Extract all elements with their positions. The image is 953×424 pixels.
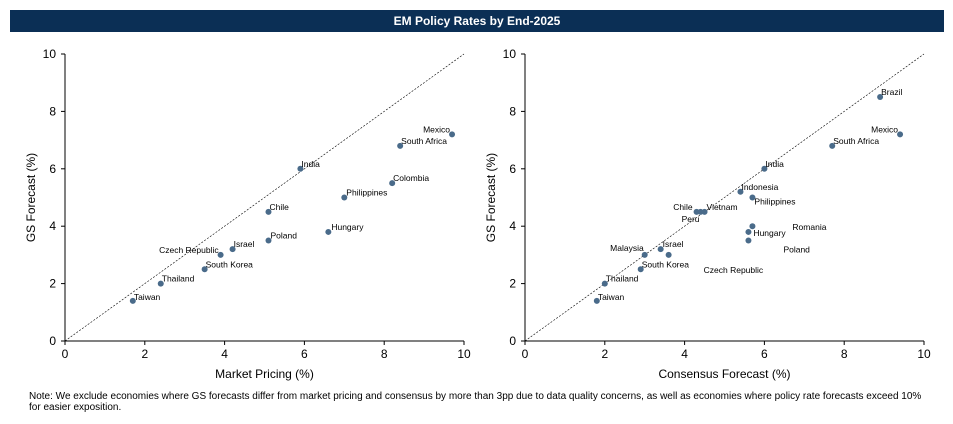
data-point — [745, 237, 752, 244]
data-point — [325, 228, 332, 235]
data-point-label: Peru — [682, 214, 700, 224]
data-point-label: Colombia — [393, 173, 429, 183]
data-point-label: South Korea — [206, 259, 254, 269]
data-point — [749, 194, 756, 201]
data-point-label: Israel — [663, 239, 684, 249]
data-point-label: India — [301, 159, 320, 169]
data-point-label: Poland — [783, 245, 810, 255]
data-point — [641, 251, 648, 258]
data-point-label: Poland — [270, 231, 297, 241]
y-tick-label: 0 — [509, 334, 516, 348]
data-point — [201, 266, 208, 273]
data-point — [129, 297, 136, 304]
x-axis-title: Consensus Forecast (%) — [658, 367, 790, 381]
data-point-label: Czech Republic — [159, 245, 219, 255]
data-point — [341, 194, 348, 201]
data-point — [265, 208, 272, 215]
y-tick-label: 6 — [49, 162, 56, 176]
data-point-label: Mexico — [871, 124, 898, 134]
data-point — [877, 94, 884, 101]
data-point-label: Mexico — [423, 124, 450, 134]
data-point-label: Vietnam — [707, 202, 738, 212]
footnote: Note: We exclude economies where GS fore… — [29, 391, 922, 413]
y-tick-label: 4 — [509, 219, 516, 233]
data-point-label: Philippines — [346, 188, 387, 198]
data-point-label: Czech Republic — [704, 265, 764, 275]
data-point-label: South Africa — [401, 136, 447, 146]
data-point-label: Philippines — [754, 197, 795, 207]
x-tick-label: 0 — [522, 347, 529, 361]
y-tick-label: 2 — [509, 277, 516, 291]
y-tick-label: 8 — [49, 104, 56, 118]
data-point-label: South Africa — [833, 136, 879, 146]
x-tick-label: 2 — [601, 347, 608, 361]
data-point-label: Indonesia — [741, 182, 778, 192]
data-point — [749, 223, 756, 230]
data-point — [657, 246, 664, 253]
x-tick-label: 10 — [917, 347, 931, 361]
scatter-panel-2: 0 2 4 6 8 10 0 2 4 6 8 10 Consensus Forecast (%) GS F… — [484, 47, 931, 381]
y-tick-label: 6 — [509, 162, 516, 176]
scatter-panel-1: 0 2 4 6 8 10 0 2 4 6 8 10 Market Pricing (%) GS Forec… — [24, 47, 471, 381]
data-point-label: India — [765, 159, 784, 169]
x-tick-label: 6 — [761, 347, 768, 361]
data-point — [697, 208, 704, 215]
y-axis-title: GS Forecast (%) — [484, 153, 498, 242]
x-tick-label: 0 — [62, 347, 69, 361]
data-point — [601, 280, 608, 287]
x-tick-label: 4 — [681, 347, 688, 361]
data-point-label: South Korea — [642, 259, 690, 269]
data-point — [229, 246, 236, 253]
reference-45-line — [64, 53, 465, 342]
y-tick-label: 10 — [43, 47, 57, 61]
y-tick-label: 2 — [49, 277, 56, 291]
data-point — [217, 251, 224, 258]
data-point-label: Taiwan — [598, 292, 625, 302]
data-point-label: Chile — [673, 202, 693, 212]
chart-title: EM Policy Rates by End-2025 — [393, 14, 561, 28]
x-axis-title: Market Pricing (%) — [215, 367, 314, 381]
data-point — [265, 237, 272, 244]
data-point-label: Israel — [234, 239, 255, 249]
data-point — [297, 165, 304, 172]
y-tick-label: 8 — [509, 104, 516, 118]
x-tick-label: 4 — [221, 347, 228, 361]
data-point-label: Taiwan — [134, 292, 161, 302]
data-point-label: Malaysia — [610, 243, 644, 253]
data-point — [449, 131, 456, 138]
x-tick-label: 8 — [381, 347, 388, 361]
data-point — [637, 266, 644, 273]
data-point — [737, 188, 744, 195]
data-point — [829, 142, 836, 149]
data-point — [397, 142, 404, 149]
chart-title-bar: EM Policy Rates by End-2025 — [10, 10, 944, 32]
data-point-label: Romania — [792, 222, 826, 232]
data-point — [897, 131, 904, 138]
x-tick-label: 6 — [301, 347, 308, 361]
data-point — [761, 165, 768, 172]
y-tick-label: 10 — [503, 47, 517, 61]
y-axis-title: GS Forecast (%) — [24, 153, 38, 242]
reference-45-line — [524, 53, 925, 342]
y-tick-label: 0 — [49, 334, 56, 348]
y-tick-label: 4 — [49, 219, 56, 233]
data-point-label: Brazil — [881, 87, 902, 97]
data-point-label: Chile — [269, 202, 289, 212]
data-point-label: Hungary — [331, 222, 364, 232]
data-point — [665, 251, 672, 258]
x-tick-label: 8 — [841, 347, 848, 361]
data-point — [593, 297, 600, 304]
x-tick-label: 2 — [141, 347, 148, 361]
data-point — [389, 180, 396, 187]
x-tick-label: 10 — [457, 347, 471, 361]
data-point-label: Hungary — [753, 228, 786, 238]
data-point — [745, 228, 752, 235]
data-point — [157, 280, 164, 287]
data-point-label: Thailand — [606, 274, 639, 284]
data-point-label: Thailand — [162, 274, 195, 284]
